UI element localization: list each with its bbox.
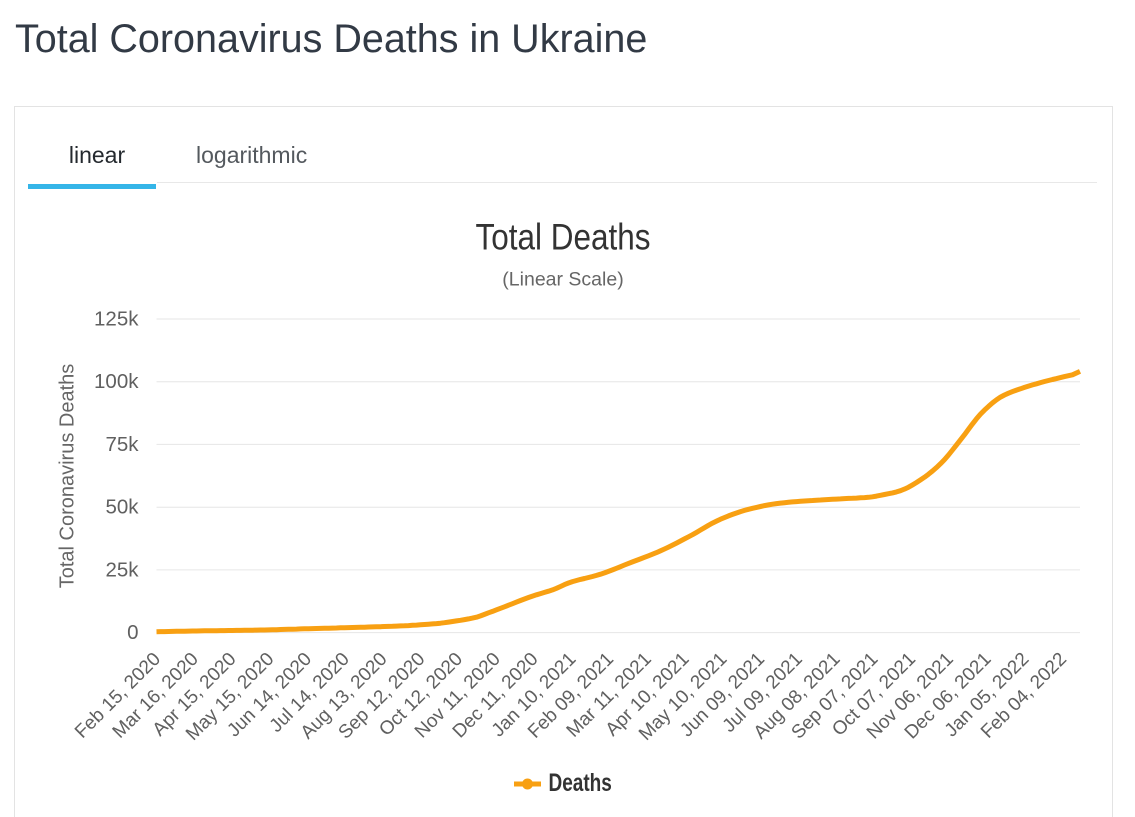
svg-text:Total Coronavirus Deaths: Total Coronavirus Deaths: [57, 364, 79, 589]
svg-text:25k: 25k: [105, 558, 139, 581]
svg-text:Deaths: Deaths: [549, 769, 612, 797]
svg-text:0: 0: [127, 621, 138, 644]
svg-text:(Linear Scale): (Linear Scale): [502, 269, 623, 291]
svg-text:100k: 100k: [94, 370, 139, 393]
svg-text:75k: 75k: [105, 433, 139, 456]
svg-text:Total Deaths: Total Deaths: [475, 217, 650, 258]
svg-text:50k: 50k: [105, 496, 139, 519]
svg-text:125k: 125k: [94, 308, 139, 331]
